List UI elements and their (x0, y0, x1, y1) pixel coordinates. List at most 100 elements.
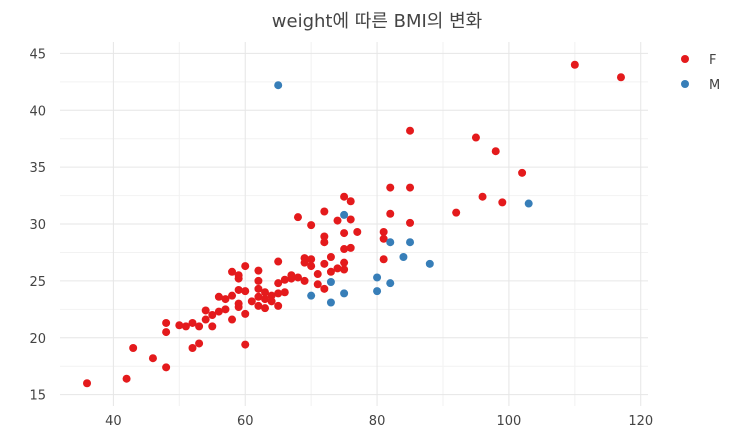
data-point-f[interactable] (195, 339, 204, 348)
data-point-f[interactable] (188, 343, 197, 352)
data-point-f[interactable] (326, 267, 335, 276)
data-point-f[interactable] (307, 221, 316, 230)
data-point-m[interactable] (307, 291, 316, 300)
data-point-m[interactable] (340, 210, 349, 219)
legend-item-m[interactable]: M (681, 78, 720, 93)
data-point-f[interactable] (274, 301, 283, 310)
data-point-f[interactable] (300, 276, 309, 285)
data-point-f[interactable] (214, 307, 223, 316)
data-point-f[interactable] (320, 259, 329, 268)
data-point-f[interactable] (241, 262, 250, 271)
data-point-f[interactable] (379, 227, 388, 236)
data-point-m[interactable] (326, 298, 335, 307)
data-point-f[interactable] (313, 280, 322, 289)
data-point-f[interactable] (83, 379, 92, 388)
data-point-f[interactable] (340, 245, 349, 254)
data-point-f[interactable] (208, 311, 217, 319)
data-point-f[interactable] (452, 208, 461, 217)
data-point-f[interactable] (293, 273, 302, 282)
data-point-f[interactable] (616, 73, 625, 82)
data-point-f[interactable] (280, 275, 289, 284)
data-point-f[interactable] (234, 285, 243, 294)
data-point-f[interactable] (320, 284, 329, 293)
data-point-m[interactable] (326, 278, 335, 287)
data-point-f[interactable] (340, 229, 349, 238)
data-point-f[interactable] (261, 288, 270, 297)
data-point-f[interactable] (498, 198, 507, 207)
data-point-f[interactable] (195, 322, 204, 331)
data-point-f[interactable] (386, 183, 395, 192)
data-point-f[interactable] (162, 318, 171, 327)
data-point-m[interactable] (373, 273, 382, 282)
data-point-m[interactable] (406, 238, 415, 247)
data-point-f[interactable] (340, 258, 349, 267)
data-point-f[interactable] (471, 133, 480, 142)
data-point-f[interactable] (241, 309, 250, 318)
data-point-f[interactable] (379, 234, 388, 243)
data-point-f[interactable] (353, 227, 362, 236)
data-point-f[interactable] (491, 147, 500, 156)
data-point-f[interactable] (570, 60, 579, 69)
data-point-m[interactable] (386, 279, 395, 288)
data-point-f[interactable] (214, 292, 223, 301)
data-point-f[interactable] (333, 264, 342, 273)
data-point-f[interactable] (307, 262, 316, 271)
data-point-f[interactable] (241, 287, 250, 296)
data-point-f[interactable] (228, 315, 237, 324)
data-point-f[interactable] (208, 322, 217, 331)
data-point-f[interactable] (247, 297, 256, 306)
data-point-f[interactable] (518, 168, 527, 177)
data-point-f[interactable] (162, 363, 171, 372)
data-point-f[interactable] (122, 374, 131, 383)
data-point-f[interactable] (234, 299, 243, 308)
data-point-f[interactable] (320, 238, 329, 247)
data-point-f[interactable] (148, 354, 157, 363)
data-point-f[interactable] (221, 295, 230, 304)
data-point-f[interactable] (280, 288, 289, 297)
data-point-f[interactable] (254, 276, 263, 285)
legend-item-f[interactable]: F (681, 53, 716, 68)
data-point-m[interactable] (386, 238, 395, 247)
data-point-f[interactable] (313, 270, 322, 279)
data-point-f[interactable] (254, 292, 263, 301)
data-point-f[interactable] (228, 267, 237, 276)
data-point-f[interactable] (234, 274, 243, 283)
data-point-f[interactable] (201, 306, 210, 315)
legend[interactable]: FM (681, 53, 720, 93)
data-point-m[interactable] (274, 81, 283, 90)
data-point-f[interactable] (300, 258, 309, 267)
data-point-f[interactable] (386, 209, 395, 218)
data-point-f[interactable] (261, 295, 270, 304)
data-point-f[interactable] (181, 322, 190, 331)
data-point-f[interactable] (326, 252, 335, 261)
data-point-f[interactable] (287, 274, 296, 283)
data-point-f[interactable] (221, 305, 230, 314)
data-point-f[interactable] (320, 207, 329, 216)
data-point-f[interactable] (340, 192, 349, 201)
data-point-f[interactable] (274, 289, 283, 298)
data-point-f[interactable] (346, 197, 355, 206)
data-point-f[interactable] (254, 301, 263, 310)
data-point-f[interactable] (406, 126, 415, 135)
data-point-f[interactable] (261, 304, 270, 313)
data-point-f[interactable] (241, 340, 250, 349)
data-point-m[interactable] (425, 259, 434, 268)
data-point-f[interactable] (254, 266, 263, 275)
data-point-f[interactable] (307, 255, 316, 264)
data-point-f[interactable] (333, 216, 342, 225)
data-point-f[interactable] (201, 315, 210, 324)
data-point-f[interactable] (129, 343, 138, 352)
data-point-f[interactable] (379, 255, 388, 264)
data-point-f[interactable] (188, 318, 197, 327)
data-point-m[interactable] (373, 287, 382, 296)
data-point-f[interactable] (228, 291, 237, 300)
data-point-f[interactable] (274, 279, 283, 288)
data-point-f[interactable] (175, 321, 184, 330)
data-point-f[interactable] (406, 218, 415, 227)
data-point-f[interactable] (267, 291, 276, 300)
data-point-f[interactable] (320, 232, 329, 241)
data-point-m[interactable] (340, 289, 349, 298)
data-point-f[interactable] (293, 213, 302, 222)
data-point-f[interactable] (340, 265, 349, 274)
data-point-f[interactable] (162, 328, 171, 337)
